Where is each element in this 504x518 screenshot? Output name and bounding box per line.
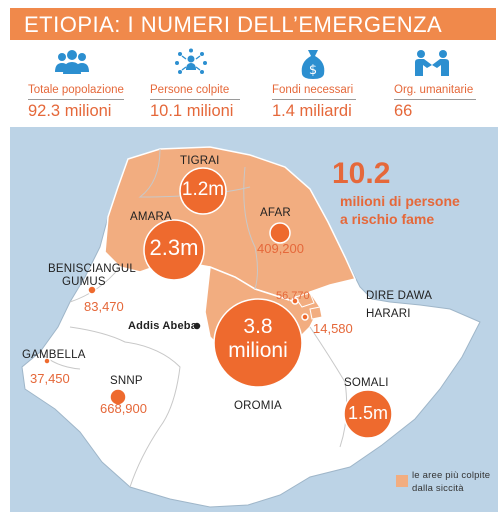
bubble-snnp [109, 388, 127, 406]
region-label-somali: SOMALI [344, 377, 389, 389]
value-afar: 409,200 [257, 241, 304, 256]
bubble-gambella [43, 357, 51, 365]
divider [394, 99, 476, 100]
value-amara: 2.3m [149, 235, 199, 260]
headline-line2: a rischio fame [340, 211, 435, 227]
value-tigrai: 1.2m [181, 179, 225, 200]
region-borders [39, 148, 348, 488]
region-label-benishangul: BENISCIANGUL [48, 263, 137, 275]
capital-marker [192, 321, 202, 331]
bubbles [43, 167, 393, 439]
bubble-benishangul [87, 285, 97, 295]
money-bag-icon: $ [298, 48, 332, 79]
bubble-tigrai [179, 167, 227, 215]
legend-swatch [396, 475, 408, 487]
stat-value: 66 [394, 102, 413, 120]
region-label-tigrai: TIGRAI [180, 155, 220, 167]
value-oromia-line1: 3.8 [243, 315, 273, 338]
value-dire-dawa: 56,770 [276, 290, 310, 302]
divider [150, 99, 240, 100]
region-label-afar: AFAR [260, 207, 291, 219]
bubble-afar [269, 222, 291, 244]
map-shapes [21, 146, 481, 508]
value-gambella: 37,450 [30, 371, 70, 386]
stat-label: Totale popolazione [28, 84, 124, 96]
divider [28, 99, 124, 100]
capital-label: Addis Abeba [128, 320, 198, 332]
affected-region-dire-dawa [294, 292, 315, 308]
value-snnp: 668,900 [100, 401, 147, 416]
region-label-gambella: GAMBELLA [22, 349, 86, 361]
legend-line2: dalla siccità [412, 483, 464, 494]
value-oromia-line2: milioni [228, 339, 288, 362]
bubble-harari [301, 313, 309, 321]
value-benishangul: 83,470 [84, 299, 124, 314]
svg-text:$: $ [309, 63, 317, 78]
region-label-snnp: SNNP [110, 375, 143, 387]
bubble-oromia [213, 298, 303, 388]
handshake-icon [414, 48, 449, 78]
legend-line1: le aree più colpite [412, 470, 491, 481]
stat-value: 92.3 milioni [28, 102, 112, 120]
stat-label: Persone colpite [150, 84, 230, 96]
headline-number: 10.2 [332, 157, 391, 190]
affected-region-harari [309, 306, 323, 320]
title-bar: ETIOPIA: I NUMERI DELL’EMERGENZA [10, 8, 496, 40]
region-label-amara: AMARA [130, 211, 172, 223]
bubble-somali [343, 389, 393, 439]
value-harari: 14,580 [313, 321, 353, 336]
region-label-benishangul-2: GUMUS [62, 276, 106, 288]
divider [272, 99, 356, 100]
value-somali: 1.5m [347, 403, 389, 423]
bubble-dire-dawa [291, 297, 299, 305]
stat-value: 1.4 miliardi [272, 102, 352, 120]
population-icon [54, 48, 89, 78]
stat-label: Fondi necessari [272, 84, 354, 96]
headline-line1: milioni di persone [340, 193, 460, 209]
region-label-harari: HARARI [366, 308, 411, 320]
ethiopia-map: 10.2 milioni di persone a rischio fame T… [10, 127, 498, 512]
stat-label: Org. umanitarie [394, 84, 474, 96]
page-title: ETIOPIA: I NUMERI DELL’EMERGENZA [24, 12, 443, 37]
bubble-amara [143, 219, 205, 281]
region-label-oromia: OROMIA [234, 400, 282, 412]
region-label-dire-dawa: DIRE DAWA [366, 290, 433, 302]
affected-people-icon [174, 48, 208, 78]
stat-value: 10.1 milioni [150, 102, 234, 120]
